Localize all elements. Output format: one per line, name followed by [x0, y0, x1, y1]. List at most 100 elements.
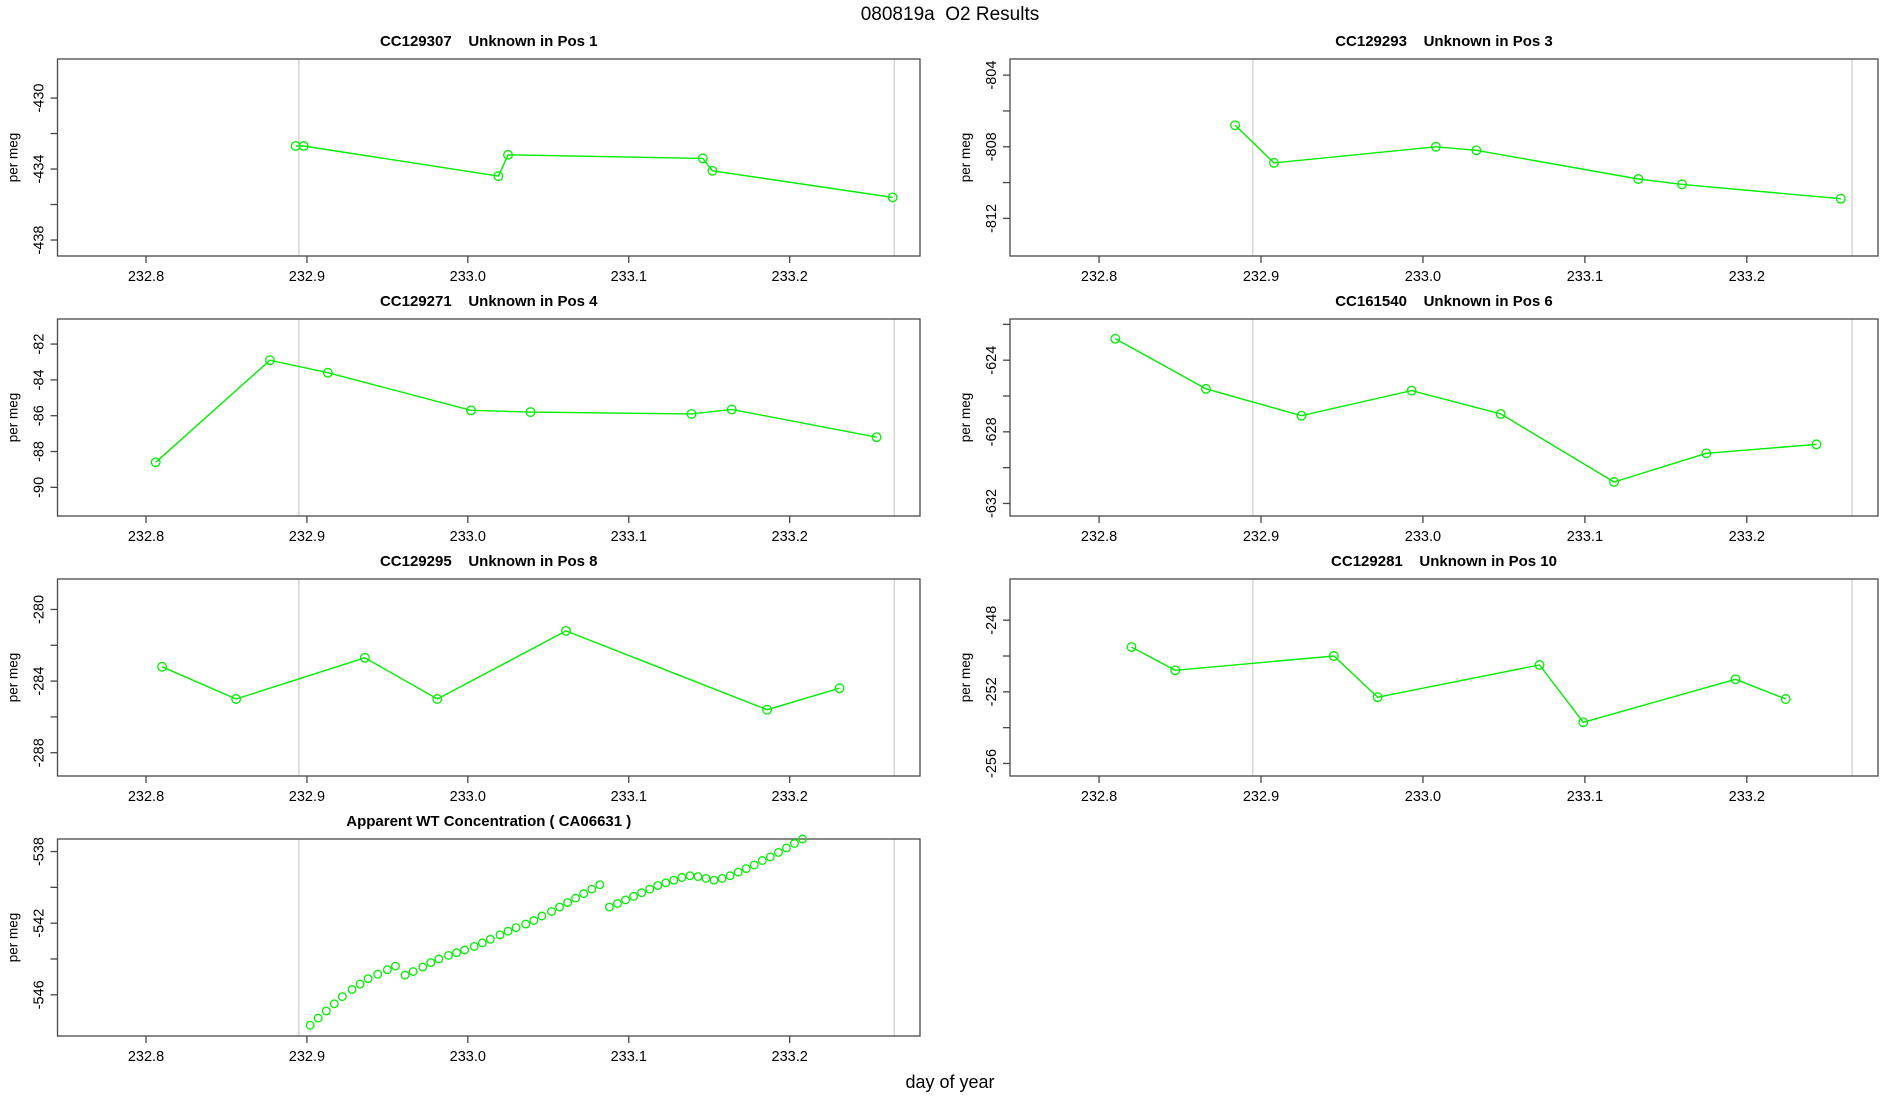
data-point	[757, 856, 767, 865]
y-tick-label: -624	[984, 346, 1000, 375]
data-point	[150, 457, 161, 468]
subplot-6: 232.8 232.9 233.0 233.1 233.2 -538 -542 -546 per…	[6, 834, 921, 1065]
data-point	[359, 652, 370, 663]
data-point	[313, 1013, 323, 1023]
data-point	[1328, 651, 1339, 661]
data-point	[717, 873, 727, 883]
x-tick-label: 233.0	[1405, 529, 1441, 545]
y-axis-label: per meg	[6, 393, 21, 443]
y-tick-label: -284	[32, 667, 48, 696]
data-point	[637, 888, 647, 898]
y-tick-label: -808	[984, 132, 1000, 161]
x-tick-label: 232.9	[1243, 789, 1279, 805]
y-tick-label: -252	[984, 677, 1000, 706]
y-axis-label: per meg	[958, 133, 973, 183]
data-point	[1578, 717, 1589, 728]
data-point	[322, 367, 333, 378]
y-tick-label: -542	[32, 909, 48, 938]
data-point	[477, 938, 487, 948]
data-point	[1534, 660, 1545, 670]
data-point	[741, 864, 751, 873]
y-tick-label: -248	[984, 606, 1000, 635]
y-tick-label: -804	[984, 61, 1000, 90]
x-tick-label: 233.2	[772, 1049, 808, 1065]
data-line	[1131, 646, 1786, 724]
data-point	[733, 867, 743, 877]
data-point	[1495, 408, 1506, 419]
data-point	[1471, 145, 1482, 156]
y-tick-label: -812	[984, 204, 1000, 233]
data-point	[1170, 665, 1181, 676]
data-point	[686, 408, 697, 419]
data-point	[1633, 174, 1644, 184]
data-point	[621, 895, 630, 905]
y-tick-label: -88	[32, 441, 48, 462]
data-point	[452, 948, 462, 958]
data-point	[355, 979, 365, 989]
data-point	[511, 923, 521, 933]
data-point	[661, 878, 671, 888]
data-point	[525, 407, 536, 418]
data-point	[432, 694, 443, 704]
data-point	[305, 1020, 315, 1030]
subplot-title: Apparent WT Concentration ( CA06631 )	[346, 813, 632, 830]
data-point	[298, 141, 309, 151]
data-point	[231, 694, 242, 704]
data-line	[155, 359, 877, 463]
x-tick-label: 233.0	[1405, 269, 1441, 285]
data-point	[1110, 333, 1121, 344]
data-point	[587, 884, 597, 894]
data-point	[653, 881, 663, 891]
data-point	[701, 873, 711, 883]
data-point	[669, 875, 679, 885]
plot-frame	[1009, 58, 1879, 257]
x-tick-label: 232.9	[289, 1049, 325, 1065]
plot-frame	[56, 58, 921, 257]
y-axis-label: per meg	[6, 133, 21, 183]
x-tick-label: 233.2	[1729, 269, 1765, 285]
data-point	[382, 965, 392, 975]
y-tick-label: -84	[32, 369, 48, 390]
x-tick-label: 233.1	[611, 269, 647, 285]
data-point	[834, 683, 845, 694]
data-point	[685, 871, 695, 881]
data-point	[460, 945, 470, 955]
subplot-1: 232.8 232.9 233.0 233.1 233.2 -804 -808 -812 per…	[958, 58, 1879, 285]
data-point	[493, 171, 504, 182]
subplot-title: CC129307 Unknown in Pos 1	[379, 33, 598, 50]
x-tick-label: 233.1	[611, 789, 647, 805]
plot-frame	[1009, 578, 1879, 777]
y-tick-label: -288	[32, 738, 48, 767]
x-tick-label: 233.0	[450, 789, 486, 805]
x-tick-label: 233.2	[772, 529, 808, 545]
data-point	[726, 404, 737, 415]
data-point	[629, 891, 639, 901]
data-point	[434, 954, 444, 964]
data-point	[495, 930, 505, 940]
data-point	[561, 625, 571, 636]
x-tick-label: 233.0	[1405, 789, 1441, 805]
plot-frame	[1009, 318, 1879, 517]
data-point	[363, 974, 373, 984]
subplot-title: CC129281 Unknown in Pos 10	[1331, 553, 1557, 570]
y-tick-label: -438	[32, 226, 48, 255]
data-point	[1126, 642, 1137, 653]
data-point	[347, 984, 357, 994]
data-point	[157, 661, 168, 672]
data-point	[264, 355, 275, 366]
data-point	[707, 165, 718, 176]
data-point	[749, 860, 759, 870]
y-tick-label: -430	[32, 84, 48, 113]
y-tick-label: -632	[984, 489, 1000, 518]
x-tick-label: 232.8	[1081, 269, 1117, 285]
data-point	[537, 911, 547, 921]
data-point	[871, 432, 882, 443]
x-tick-label: 233.1	[611, 529, 647, 545]
figure-title: 080819a O2 Results	[860, 4, 1040, 25]
data-point	[1701, 448, 1712, 459]
x-tick-label: 232.9	[289, 789, 325, 805]
data-point	[373, 969, 383, 979]
data-point	[762, 704, 773, 715]
subplot-5: 232.8 232.9 233.0 233.1 233.2 -248 -252 -256 per…	[958, 578, 1879, 805]
y-axis-label: per meg	[6, 913, 21, 963]
